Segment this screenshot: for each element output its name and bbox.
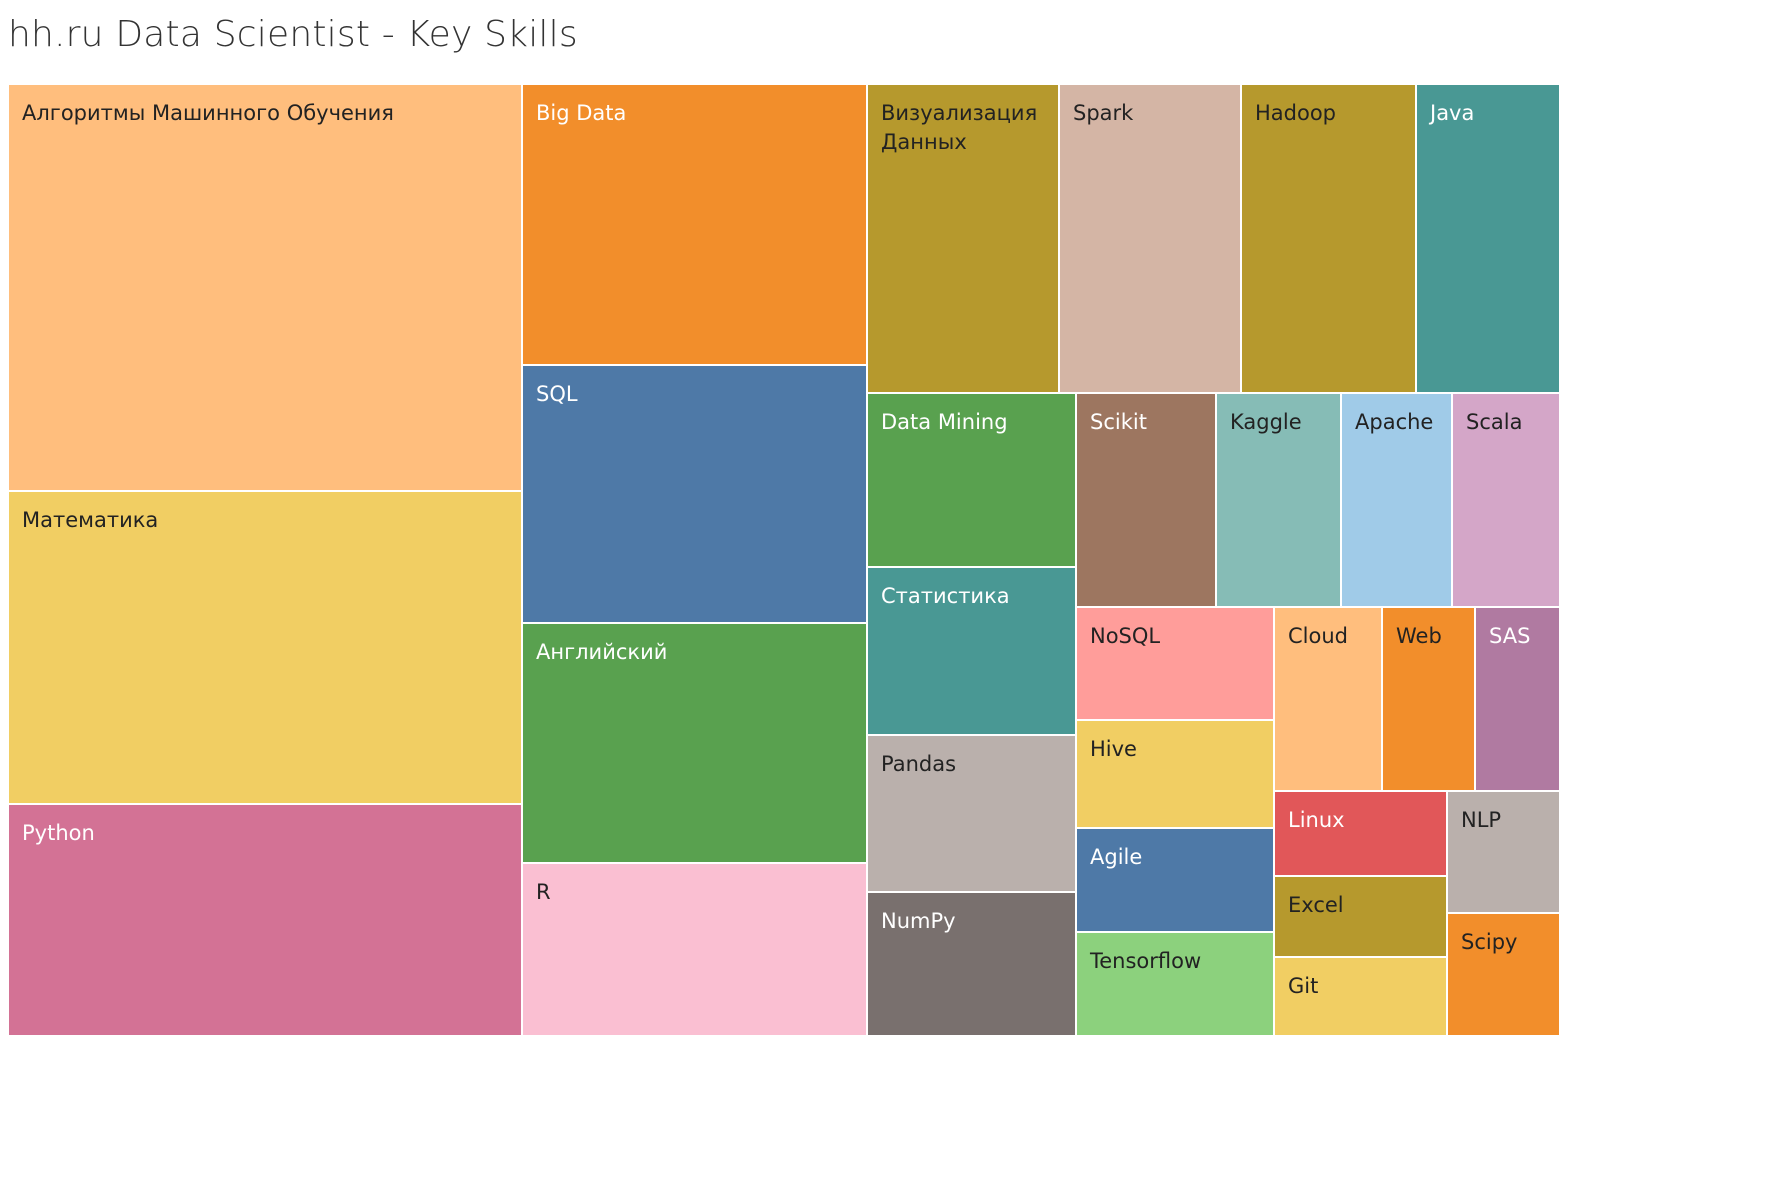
treemap-cell-label: Git	[1288, 974, 1319, 998]
treemap-cell-label: Pandas	[881, 752, 957, 776]
treemap-cell-python[interactable]: Python	[8, 804, 522, 1036]
treemap-cell-label: Linux	[1288, 808, 1345, 832]
chart-title: hh.ru Data Scientist - Key Skills	[8, 14, 578, 55]
treemap-cell-label: Статистика	[881, 584, 1010, 608]
treemap-cell-nlp[interactable]: NLP	[1447, 791, 1560, 913]
treemap-cell-label: Java	[1430, 101, 1475, 125]
treemap-cell-статистика[interactable]: Статистика	[867, 567, 1076, 735]
treemap-cell-git[interactable]: Git	[1274, 957, 1447, 1036]
treemap-cell-spark[interactable]: Spark	[1059, 84, 1241, 393]
treemap-cell-web[interactable]: Web	[1382, 607, 1475, 791]
treemap-cell-label: SAS	[1489, 624, 1531, 648]
treemap-cell-numpy[interactable]: NumPy	[867, 892, 1076, 1036]
treemap-cell-label: Математика	[22, 508, 159, 532]
treemap-cell-label: Web	[1396, 624, 1442, 648]
treemap-cell-tensorflow[interactable]: Tensorflow	[1076, 932, 1274, 1036]
treemap-cell-label: Визуализация Данных	[881, 101, 1038, 154]
treemap-cell-scala[interactable]: Scala	[1452, 393, 1560, 607]
treemap-cell-agile[interactable]: Agile	[1076, 828, 1274, 932]
treemap-cell-excel[interactable]: Excel	[1274, 876, 1447, 957]
treemap-cell-алгоритмы-машинного-обучения[interactable]: Алгоритмы Машинного Обучения	[8, 84, 522, 491]
treemap-cell-label: Apache	[1355, 410, 1434, 434]
treemap-cell-label: Hive	[1090, 737, 1137, 761]
treemap-cell-label: Scala	[1466, 410, 1523, 434]
treemap-cell-визуализация-данных[interactable]: Визуализация Данных	[867, 84, 1059, 393]
treemap-cell-label: Scipy	[1461, 930, 1518, 954]
treemap-cell-label: NoSQL	[1090, 624, 1161, 648]
treemap-cell-linux[interactable]: Linux	[1274, 791, 1447, 876]
treemap-cell-apache[interactable]: Apache	[1341, 393, 1452, 607]
treemap-cell-nosql[interactable]: NoSQL	[1076, 607, 1274, 720]
treemap-cell-big-data[interactable]: Big Data	[522, 84, 867, 365]
treemap-cell-scikit[interactable]: Scikit	[1076, 393, 1216, 607]
treemap-cell-label: Big Data	[536, 101, 627, 125]
treemap-cell-label: Excel	[1288, 893, 1344, 917]
treemap-cell-label: Hadoop	[1255, 101, 1337, 125]
treemap-cell-hive[interactable]: Hive	[1076, 720, 1274, 828]
treemap-cell-label: Tensorflow	[1090, 949, 1202, 973]
treemap-cell-label: SQL	[536, 382, 578, 406]
treemap-cell-label: Python	[22, 821, 95, 845]
treemap-cell-label: Английский	[536, 640, 668, 664]
treemap-cell-sas[interactable]: SAS	[1475, 607, 1560, 791]
treemap-cell-label: Kaggle	[1230, 410, 1302, 434]
treemap-cell-r[interactable]: R	[522, 863, 867, 1036]
treemap-cell-label: NLP	[1461, 808, 1502, 832]
treemap-cell-sql[interactable]: SQL	[522, 365, 867, 623]
treemap-cell-cloud[interactable]: Cloud	[1274, 607, 1382, 791]
treemap-cell-label: NumPy	[881, 909, 956, 933]
treemap-cell-математика[interactable]: Математика	[8, 491, 522, 804]
treemap-chart: Алгоритмы Машинного Обучения Математика Py…	[8, 84, 1560, 1036]
treemap-cell-label: Agile	[1090, 845, 1143, 869]
treemap-cell-scipy[interactable]: Scipy	[1447, 913, 1560, 1036]
treemap-cell-английский[interactable]: Английский	[522, 623, 867, 863]
treemap-cell-label: Cloud	[1288, 624, 1348, 648]
treemap-cell-label: Алгоритмы Машинного Обучения	[22, 101, 394, 125]
treemap-cell-data-mining[interactable]: Data Mining	[867, 393, 1076, 567]
treemap-cell-hadoop[interactable]: Hadoop	[1241, 84, 1416, 393]
treemap-cell-label: Scikit	[1090, 410, 1147, 434]
treemap-cell-java[interactable]: Java	[1416, 84, 1560, 393]
treemap-cell-label: Spark	[1073, 101, 1134, 125]
treemap-cell-label: R	[536, 880, 551, 904]
treemap-cell-pandas[interactable]: Pandas	[867, 735, 1076, 892]
treemap-cell-label: Data Mining	[881, 410, 1008, 434]
treemap-cell-kaggle[interactable]: Kaggle	[1216, 393, 1341, 607]
